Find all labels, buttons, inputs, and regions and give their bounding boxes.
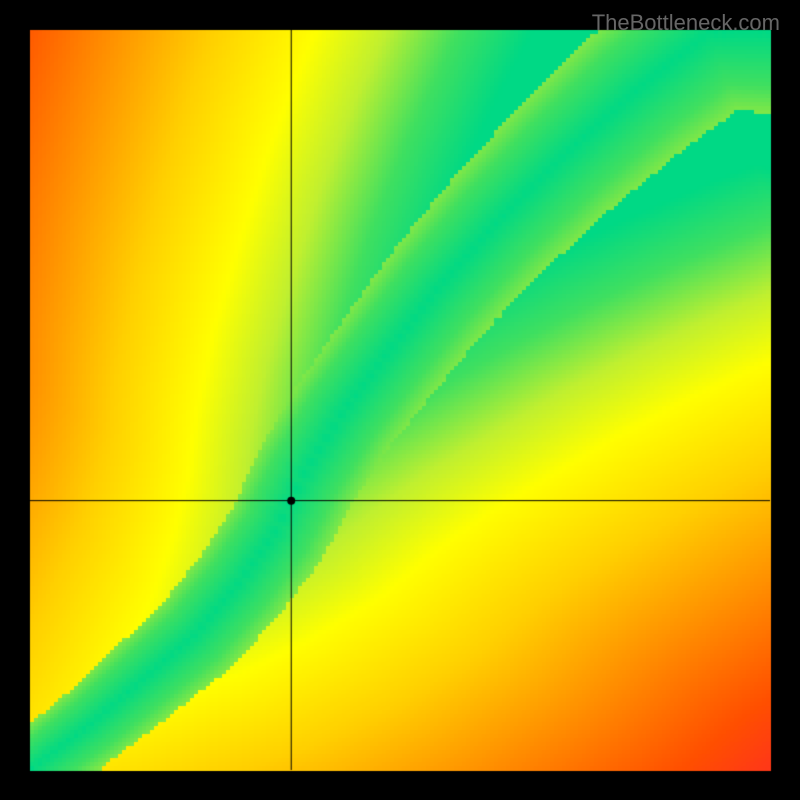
heatmap-canvas bbox=[0, 0, 800, 800]
watermark-text: TheBottleneck.com bbox=[592, 10, 780, 36]
chart-container: TheBottleneck.com bbox=[0, 0, 800, 800]
